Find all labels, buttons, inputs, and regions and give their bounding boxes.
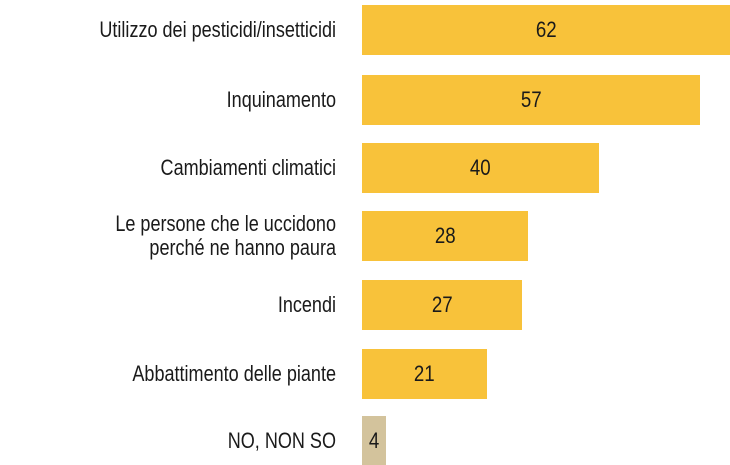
bar: 40 bbox=[362, 143, 599, 193]
bar: 62 bbox=[362, 5, 730, 55]
category-label: Le persone che le uccidono perché ne han… bbox=[0, 212, 336, 260]
category-label: Cambiamenti climatici bbox=[0, 156, 336, 180]
bar: 27 bbox=[362, 280, 522, 330]
bar: 28 bbox=[362, 211, 528, 261]
category-label: Inquinamento bbox=[0, 88, 336, 112]
value-label: 21 bbox=[414, 361, 435, 387]
bar: 21 bbox=[362, 349, 487, 399]
value-label: 28 bbox=[435, 223, 456, 249]
bar: 57 bbox=[362, 75, 700, 125]
value-label: 4 bbox=[369, 428, 379, 454]
bar: 4 bbox=[362, 416, 386, 465]
value-label: 57 bbox=[521, 87, 542, 113]
value-label: 27 bbox=[432, 292, 453, 318]
category-label: Utilizzo dei pesticidi/insetticidi bbox=[0, 18, 336, 42]
category-label: NO, NON SO bbox=[0, 429, 336, 453]
category-label: Abbattimento delle piante bbox=[0, 362, 336, 386]
value-label: 40 bbox=[470, 155, 491, 181]
value-label: 62 bbox=[536, 17, 557, 43]
category-label: Incendi bbox=[0, 293, 336, 317]
chart: Utilizzo dei pesticidi/insetticidi 62 Inqu… bbox=[0, 0, 730, 465]
